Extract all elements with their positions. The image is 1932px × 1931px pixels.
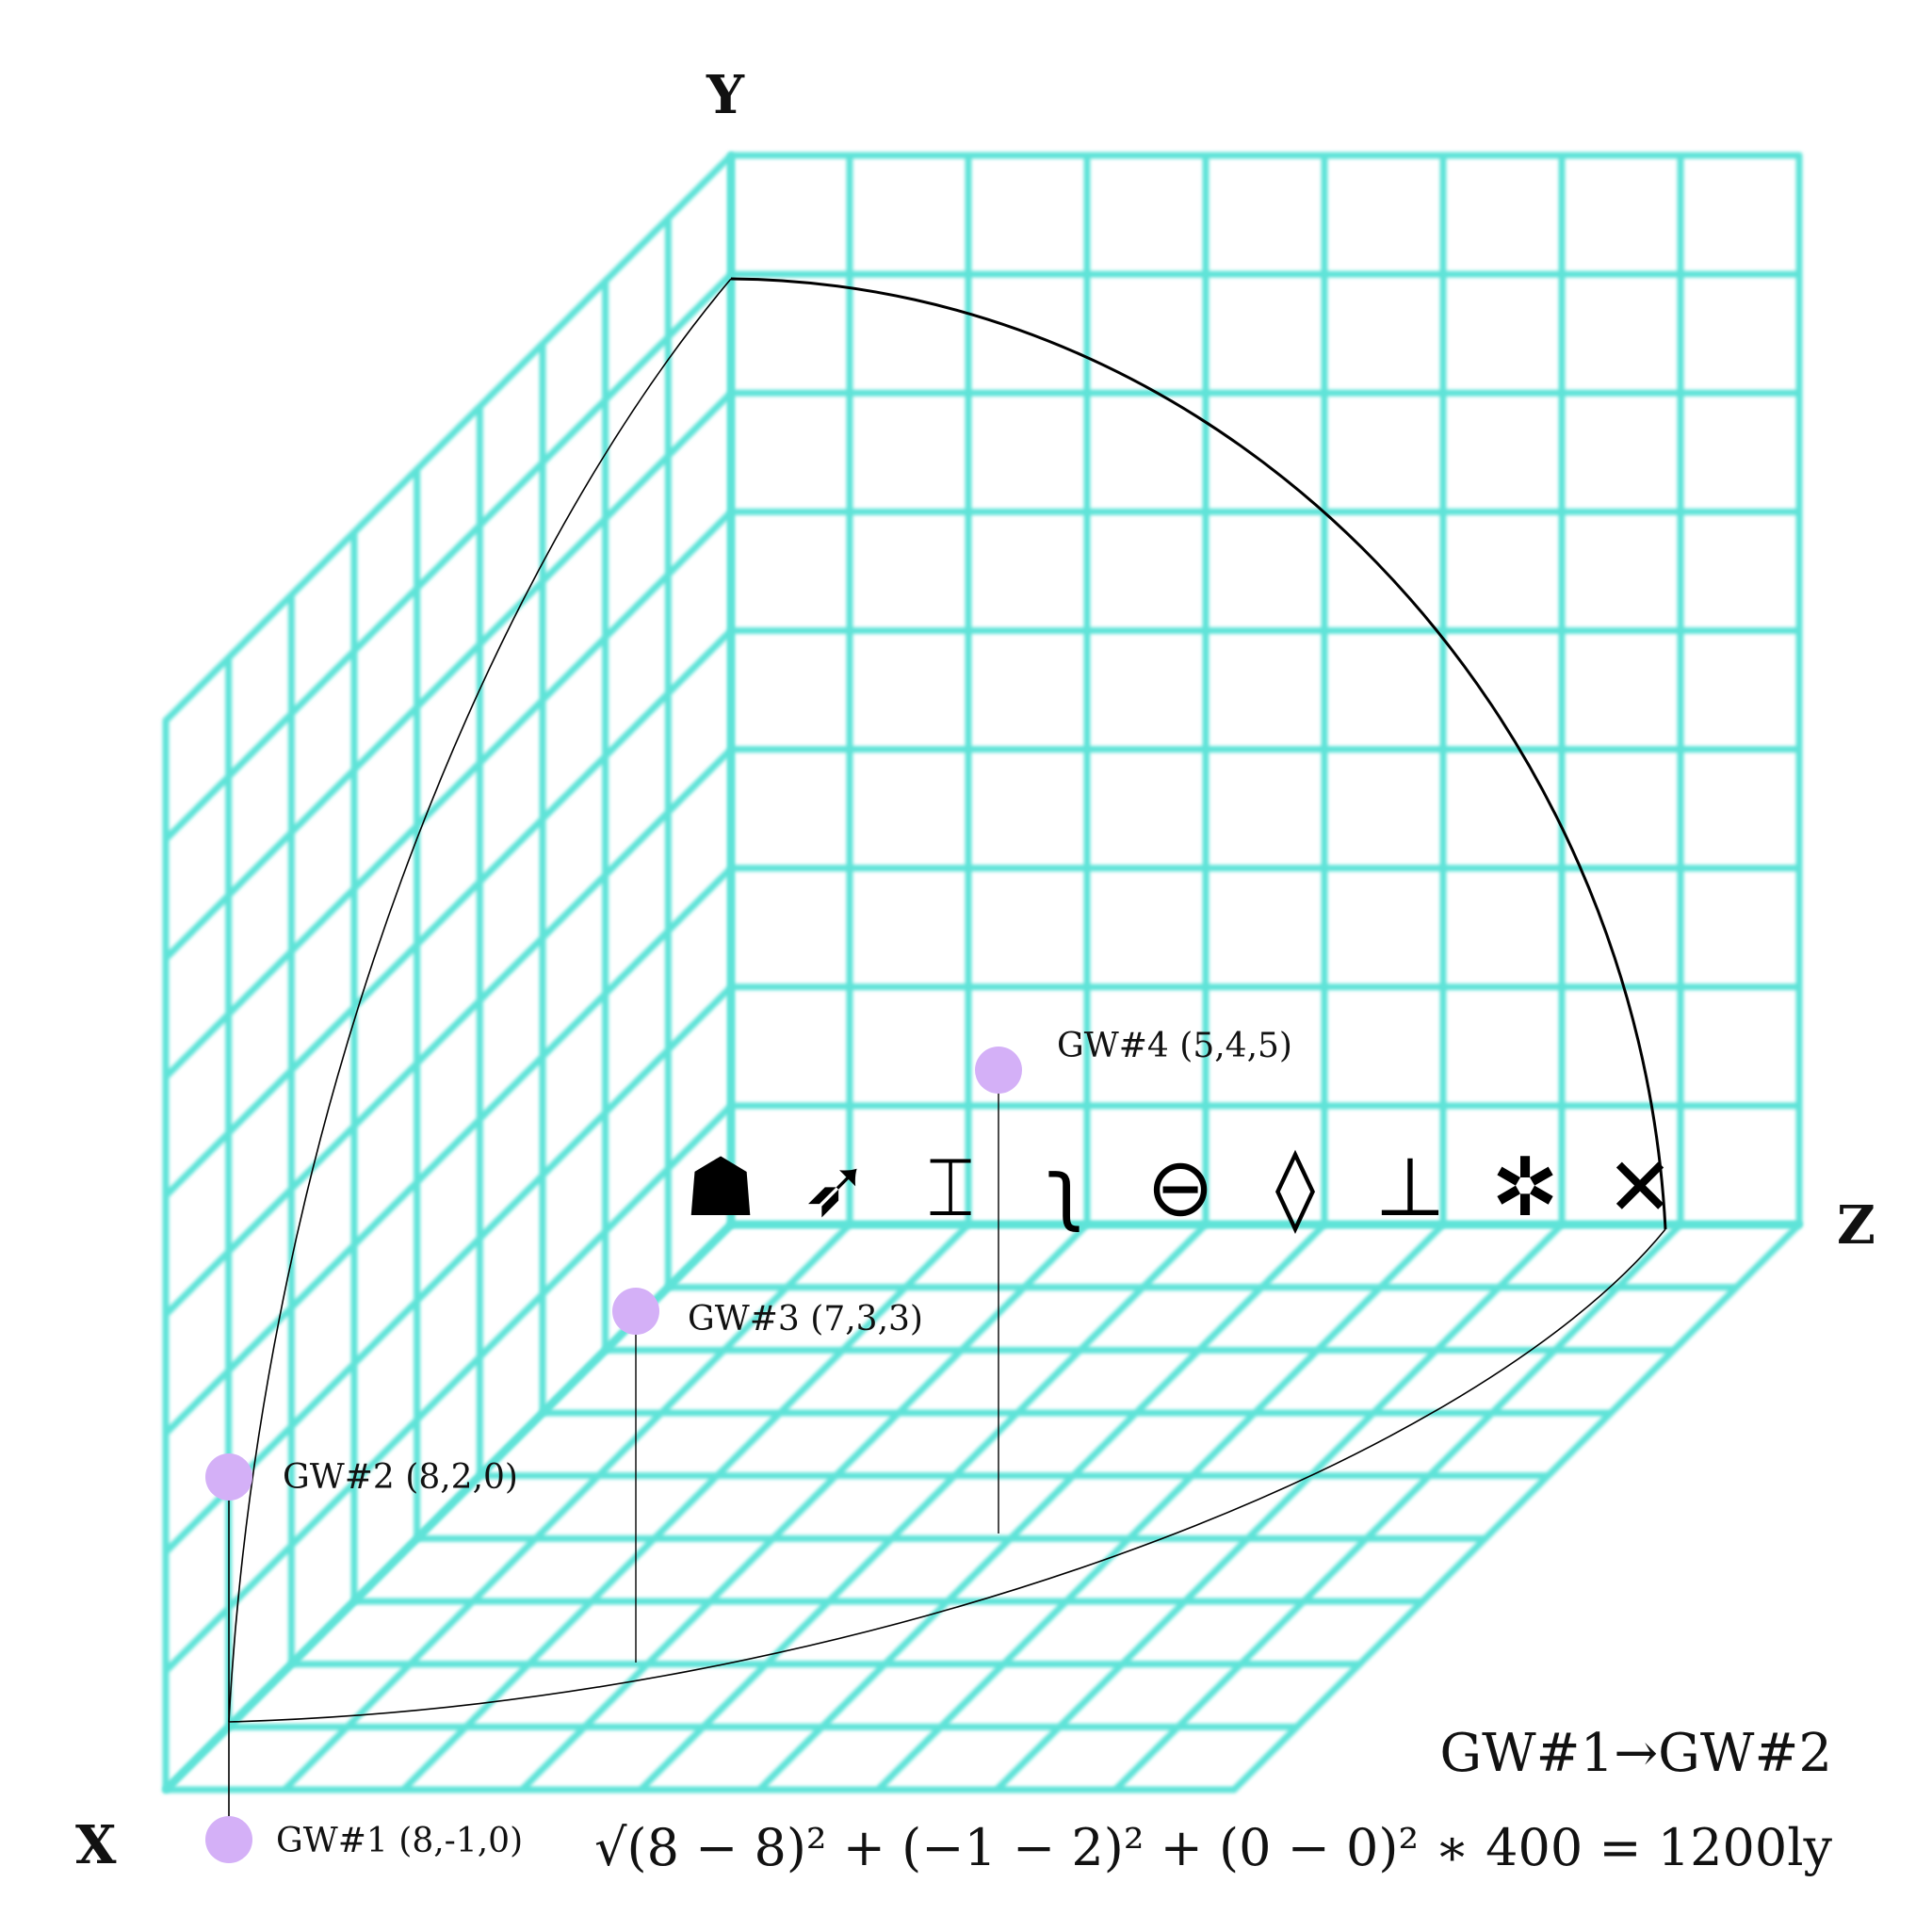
left-grid-diagonal-line [162, 865, 735, 1437]
gateway-gw3[interactable]: GW#3 (7,3,3) [612, 1288, 923, 1339]
drop-glyph: ◊ [1275, 1141, 1316, 1235]
gateway-gw1[interactable]: GW#1 (8,-1,0) [205, 1816, 523, 1863]
bird-glyph: ➶ [802, 1141, 869, 1235]
left-grid-diagonal-line [162, 270, 735, 843]
y-axis-label: Y [706, 64, 745, 126]
frame-glyph: ⌶ [926, 1141, 975, 1235]
left-grid-diagonal-line [162, 626, 735, 1199]
arc-y-to-z [730, 277, 1667, 1230]
gw1-point[interactable] [205, 1816, 252, 1863]
winged-glyph: ✕ [1606, 1141, 1674, 1235]
z-axis-label: Z [1837, 1194, 1875, 1257]
left-grid-diagonal-line [162, 508, 735, 1080]
left-grid-diagonal-line [162, 746, 735, 1319]
floor-grid-diagonal-line [399, 1221, 972, 1793]
gateway-gw2[interactable]: GW#2 (8,2,0) [205, 1453, 518, 1501]
gw2-label: GW#2 (8,2,0) [283, 1458, 518, 1497]
distance-formula: √(8 − 8)² + (−1 − 2)² + (0 − 0)² ∗ 400 =… [594, 1818, 1832, 1877]
gw2-point[interactable] [205, 1453, 252, 1501]
left-grid-diagonal-line [162, 389, 735, 962]
floor-grid-diagonal-line [518, 1221, 1091, 1793]
altar-glyph: ⊥ [1375, 1141, 1446, 1235]
floor-grid-diagonal-line [874, 1221, 1447, 1793]
left-grid-diagonal-line [162, 983, 735, 1556]
floor-grid-diagonal-line [281, 1221, 853, 1793]
arc-x-to-z [228, 1228, 1666, 1723]
floor-grid-diagonal-line [993, 1221, 1566, 1793]
floor-grid-diagonal-line [637, 1221, 1210, 1793]
crossed-circle-glyph: ⊖ [1146, 1141, 1214, 1235]
floor-grid [162, 1221, 1803, 1793]
gw4-point[interactable] [975, 1047, 1022, 1094]
left-grid-diagonal-line [162, 1102, 735, 1675]
beetle-glyph: ✲ [1491, 1141, 1559, 1235]
left-grid-diagonal-line [162, 152, 735, 724]
serpent-glyph: ʅ [1047, 1141, 1084, 1235]
floor-grid-diagonal-line [755, 1221, 1328, 1793]
glyph-row: ☗ ➶ ⌶ ʅ ⊖ ◊ ⊥ ✲ ✕ [684, 1141, 1674, 1235]
floor-grid-diagonal-line [1230, 1221, 1803, 1793]
back-wall-grid [727, 152, 1803, 1228]
x-axis-label: X [75, 1814, 117, 1876]
arc-x-to-y [228, 278, 732, 1723]
route-title: GW#1→GW#2 [1439, 1723, 1832, 1784]
floor-grid-diagonal-line [1112, 1221, 1684, 1793]
gateway-gw4[interactable]: GW#4 (5,4,5) [975, 1027, 1292, 1094]
gw4-label: GW#4 (5,4,5) [1057, 1027, 1292, 1065]
gw1-label: GW#1 (8,-1,0) [276, 1822, 523, 1860]
gw3-label: GW#3 (7,3,3) [688, 1300, 923, 1339]
basket-glyph: ☗ [684, 1141, 756, 1235]
gw3-point[interactable] [612, 1288, 659, 1335]
